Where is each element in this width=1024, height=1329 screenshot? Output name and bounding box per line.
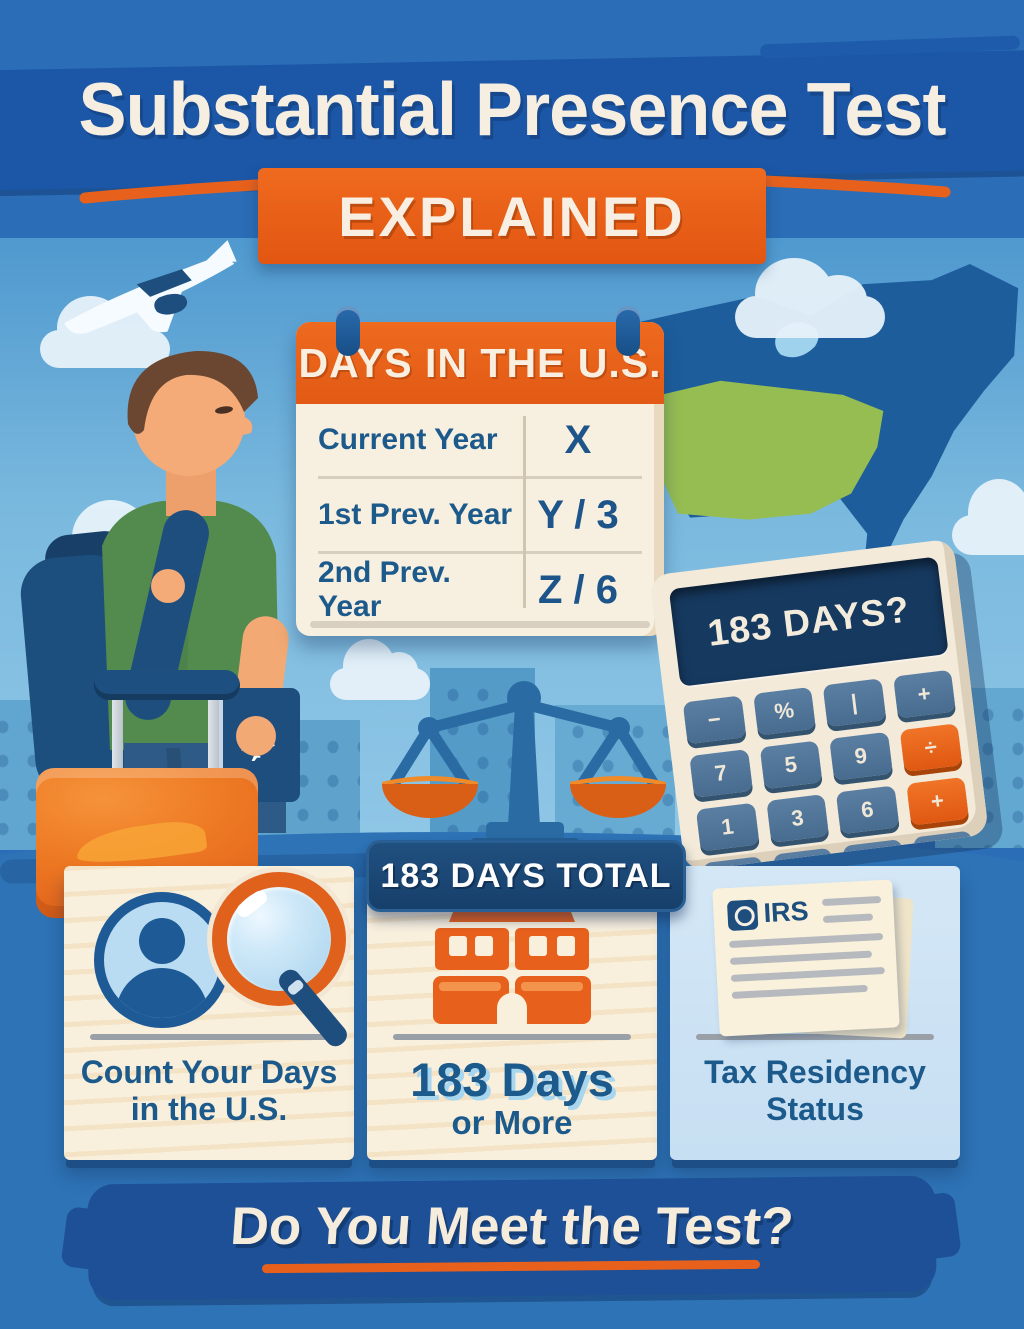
suitcase-handle-pole [112,694,123,776]
calendar-row-value: X [564,417,592,462]
calc-key: 5 [759,740,823,790]
card1-icon-area [64,866,354,1051]
poster-title: Substantial Presence Test [78,67,947,151]
suitcase-grip [94,670,240,700]
avatar-icon [94,892,230,1028]
document-text-line [731,984,868,999]
poster-subtitle: EXPLAINED [338,184,686,248]
calendar-row-value: Y / 3 [537,492,619,537]
total-days-label: 183 DAYS TOTAL [380,856,672,895]
calendar-pin-icon [616,306,640,356]
calendar-column-divider [523,416,526,608]
cloud [735,258,885,338]
irs-document-header: IRS [726,892,882,931]
irs-document-icon: IRS [712,879,900,1037]
card3-label-line1: Tax Residency [704,1054,926,1090]
card-divider [90,1034,328,1040]
total-days-banner: 183 DAYS TOTAL [366,840,686,912]
calc-key: 9 [829,731,893,781]
calendar-header: DAYS IN THE U.S. [296,322,664,404]
calendar-row-label: 2nd Prev. Year [318,556,451,623]
card-divider [393,1034,631,1040]
document-text-line [729,932,884,948]
calc-key: + [892,669,956,719]
document-text-line [821,895,882,906]
magnifier-icon [212,872,346,1006]
suitcase-handle-pole [208,694,219,776]
card-divider [696,1034,934,1040]
calc-key: | [822,678,886,728]
calendar-row: 2nd Prev. Year Z / 6 [318,554,642,626]
airplane-icon [64,240,237,334]
card3-icon-area: IRS [670,866,960,1039]
step-card-183-days: 183 Days or More [367,866,657,1160]
calc-key: 7 [689,749,753,798]
calendar-row: Current Year X [318,404,642,479]
document-text-line [729,950,872,965]
document-text-line [730,966,885,982]
step-card-count-days: Count Your Days in the U.S. [64,866,354,1160]
calendar-pin-icon [336,306,360,356]
calendar-body: Current Year X 1st Prev. Year Y / 3 2nd … [296,404,664,626]
calc-key: 1 [695,802,760,852]
suitcase-icon [36,666,258,918]
cloud [952,479,1024,555]
card2-value: 183 Days [410,1053,614,1106]
balance-scale-icon [382,681,666,856]
calc-key: ÷ [899,723,963,773]
calendar-row: 1st Prev. Year Y / 3 [318,479,642,554]
subtitle-banner: EXPLAINED [258,168,766,264]
irs-logo-text: IRS [762,895,810,929]
calendar-row-value: Z / 6 [537,567,619,612]
card3-label-line2: Status [766,1090,864,1127]
days-calendar-card: DAYS IN THE U.S. Current Year X 1st Prev… [296,322,664,636]
calendar-row-label: 1st Prev. Year [318,498,513,531]
calc-key: − [682,695,746,745]
calc-key: + [905,776,969,826]
footer-question: Do You Meet the Test? [228,1197,796,1256]
card1-label-line1: Count Your Days [80,1054,338,1090]
calc-key: 6 [835,785,899,835]
card3-label: Tax Residency Status [670,1054,960,1128]
step-card-tax-residency: IRS Tax Residency Status [670,866,960,1160]
calendar-row-label: Current Year [318,423,498,456]
calc-key: 3 [765,794,830,843]
calendar-footer-strip [310,621,650,628]
card1-label-line2: in the U.S. [130,1090,288,1127]
calc-key: % [752,686,816,736]
document-text-line [822,912,874,923]
calculator-illustration: 183 DAYS? − % | + 7 5 9 ÷ 1 3 6 + − | · … [648,538,990,872]
calculator-screen: 183 DAYS? [668,556,949,687]
calculator-screen-text: 183 DAYS? [705,588,912,654]
irs-logo-icon [726,898,759,931]
card1-label: Count Your Days in the U.S. [64,1054,354,1128]
cloud [330,639,430,700]
card2-qualifier: or More [451,1104,573,1141]
